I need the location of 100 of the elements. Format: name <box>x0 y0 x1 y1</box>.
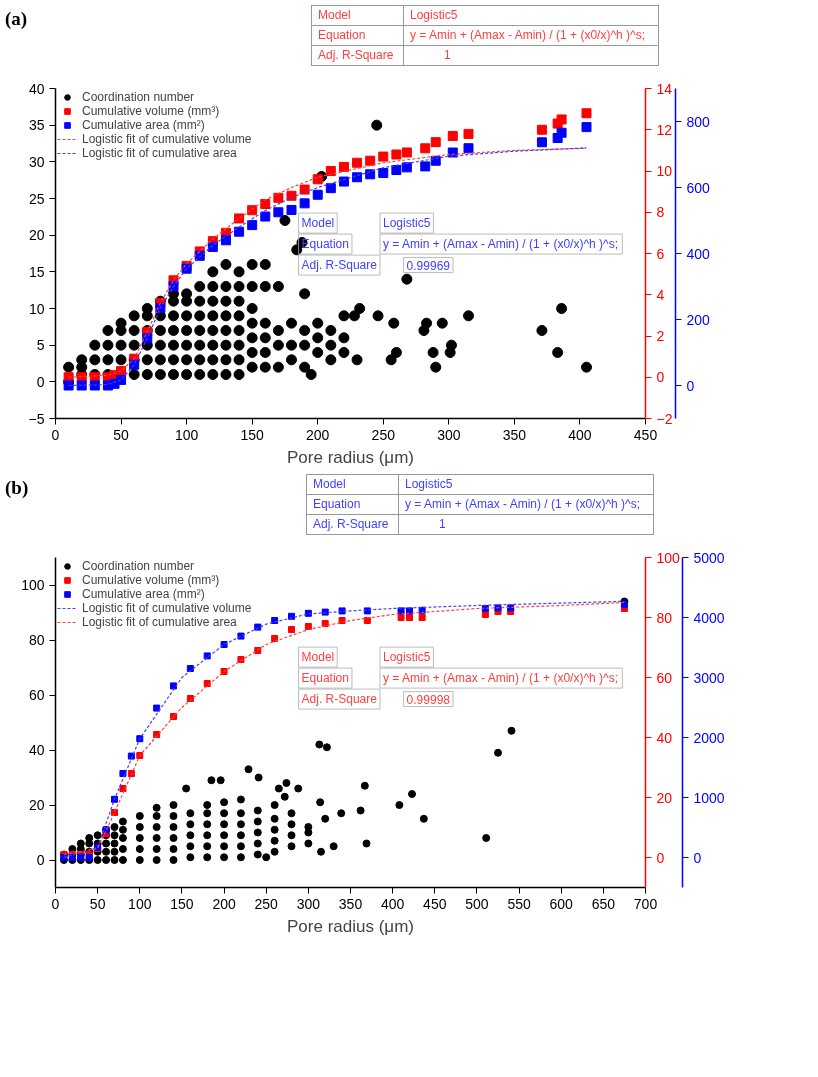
legend-label: Logistic fit of cumulative volume <box>82 601 252 615</box>
legend-label: Logistic fit of cumulative area <box>82 615 237 629</box>
y2-tick-label: 6 <box>656 245 665 262</box>
legend-label: Coordination number <box>82 90 195 104</box>
y3-tick-label: 1000 <box>693 789 725 806</box>
x-tick-label: 100 <box>128 895 152 912</box>
text: y = Amin + (Amax - Amin) / (1 + (x0/x)^h )^s; <box>398 494 654 515</box>
text: Logistic5 <box>403 5 659 26</box>
y-tick-label: 100 <box>21 577 45 593</box>
x-tick-label: 600 <box>549 895 574 912</box>
y-tick-label: 30 <box>28 153 45 170</box>
y3-tick-label: 600 <box>686 179 711 196</box>
y3-tick-label: 0 <box>693 849 702 866</box>
text: 1 <box>398 514 654 535</box>
y-tick-label: 40 <box>28 742 45 758</box>
text: Logistic5 <box>398 474 654 495</box>
x-tick-label: 250 <box>254 895 279 912</box>
text: Model <box>306 474 399 495</box>
chart-title: (b) <box>5 477 29 498</box>
text: Adj. R-Square <box>311 45 404 66</box>
annotation: Equation <box>301 671 349 686</box>
y2-tick-label: 8 <box>656 204 665 221</box>
legend-label: Cumulative volume (mm³) <box>82 104 220 118</box>
annotation: Model <box>301 216 335 231</box>
annotation: y = Amin + (Amax - Amin) / (1 + (x0/x)^h )^s; <box>383 671 618 686</box>
text: y = Amin + (Amax - Amin) / (1 + (x0/x)^h )^s; <box>403 25 659 46</box>
y2-tick-label: 60 <box>656 669 673 686</box>
x-tick-label: 100 <box>174 426 199 443</box>
y-tick-label: 25 <box>28 190 45 207</box>
y-tick-label: 0 <box>36 852 45 868</box>
x-tick-label: 450 <box>633 426 658 443</box>
y-tick-label: 5 <box>36 337 45 354</box>
annotation: Logistic5 <box>383 216 431 231</box>
y2-tick-label: 80 <box>656 609 673 626</box>
legend-label: Logistic fit of cumulative area <box>82 146 237 160</box>
annotation: Adj. R-Square <box>301 692 378 707</box>
legend-label: Cumulative volume (mm³) <box>82 573 220 587</box>
x-tick-label: 0 <box>51 895 60 912</box>
text: Adj. R-Square <box>306 514 399 535</box>
y-tick-label: 40 <box>28 80 45 97</box>
x-tick-label: 350 <box>338 895 363 912</box>
y2-tick-label: 40 <box>656 729 673 746</box>
x-tick-label: 250 <box>371 426 396 443</box>
y-tick-label: 20 <box>28 797 45 813</box>
x-tick-label: 0 <box>51 426 60 443</box>
y-tick-label: 80 <box>28 632 45 648</box>
y-tick-label: 15 <box>28 263 45 280</box>
x-axis-title: Pore radius (μm) <box>287 916 414 936</box>
y2-tick-label: 4 <box>656 286 665 303</box>
y-tick-label: −5 <box>28 410 45 427</box>
y2-tick-label: 12 <box>656 121 673 138</box>
annotation: Adj. R-Square <box>301 258 378 273</box>
y3-tick-label: 0 <box>686 377 695 394</box>
y2-tick-label: 0 <box>656 849 665 866</box>
legend-label: Cumulative area (mm²) <box>82 587 205 601</box>
annotation: y = Amin + (Amax - Amin) / (1 + (x0/x)^h )^s; <box>383 237 618 252</box>
y3-tick-label: 5000 <box>693 549 725 566</box>
y-tick-label: 60 <box>28 687 45 703</box>
legend-label: Logistic fit of cumulative volume <box>82 132 252 146</box>
legend-label: Coordination number <box>82 559 195 573</box>
x-tick-label: 400 <box>568 426 592 443</box>
y-tick-label: 10 <box>28 300 45 317</box>
y3-tick-label: 400 <box>686 245 711 262</box>
legend-label: Cumulative area (mm²) <box>82 118 205 132</box>
text: Equation <box>306 494 399 515</box>
y3-tick-label: 800 <box>686 113 711 130</box>
x-tick-label: 300 <box>437 426 461 443</box>
y2-tick-label: 14 <box>656 80 673 97</box>
y-tick-label: 0 <box>36 373 45 390</box>
x-tick-label: 650 <box>591 895 616 912</box>
text: 1 <box>403 45 659 66</box>
annotation: Model <box>301 650 335 665</box>
y2-tick-label: 20 <box>656 789 673 806</box>
annotation: 0.99969 <box>406 258 451 273</box>
y2-tick-label: 10 <box>656 163 673 179</box>
annotation: Logistic5 <box>383 650 431 665</box>
x-tick-label: 350 <box>502 426 527 443</box>
text: Equation <box>311 25 404 46</box>
x-tick-label: 200 <box>212 895 236 912</box>
y2-tick-label: −2 <box>656 410 673 427</box>
x-tick-label: 500 <box>465 895 489 912</box>
y2-tick-label: 100 <box>656 549 681 566</box>
x-tick-label: 450 <box>423 895 447 912</box>
x-tick-label: 700 <box>633 895 658 912</box>
x-tick-label: 300 <box>296 895 321 912</box>
chart-title: (a) <box>5 8 28 29</box>
text: Model <box>311 5 404 26</box>
x-tick-label: 50 <box>113 426 130 443</box>
x-tick-label: 50 <box>89 895 106 912</box>
y2-tick-label: 2 <box>656 328 665 344</box>
y3-tick-label: 200 <box>686 311 711 328</box>
x-tick-label: 400 <box>380 895 405 912</box>
y3-tick-label: 3000 <box>693 669 725 686</box>
y2-tick-label: 0 <box>656 369 665 386</box>
x-tick-label: 200 <box>306 426 330 443</box>
x-tick-label: 150 <box>240 426 265 443</box>
x-tick-label: 550 <box>507 895 531 912</box>
y3-tick-label: 2000 <box>693 729 725 746</box>
y3-tick-label: 4000 <box>693 609 725 626</box>
annotation: 0.99998 <box>406 692 451 707</box>
